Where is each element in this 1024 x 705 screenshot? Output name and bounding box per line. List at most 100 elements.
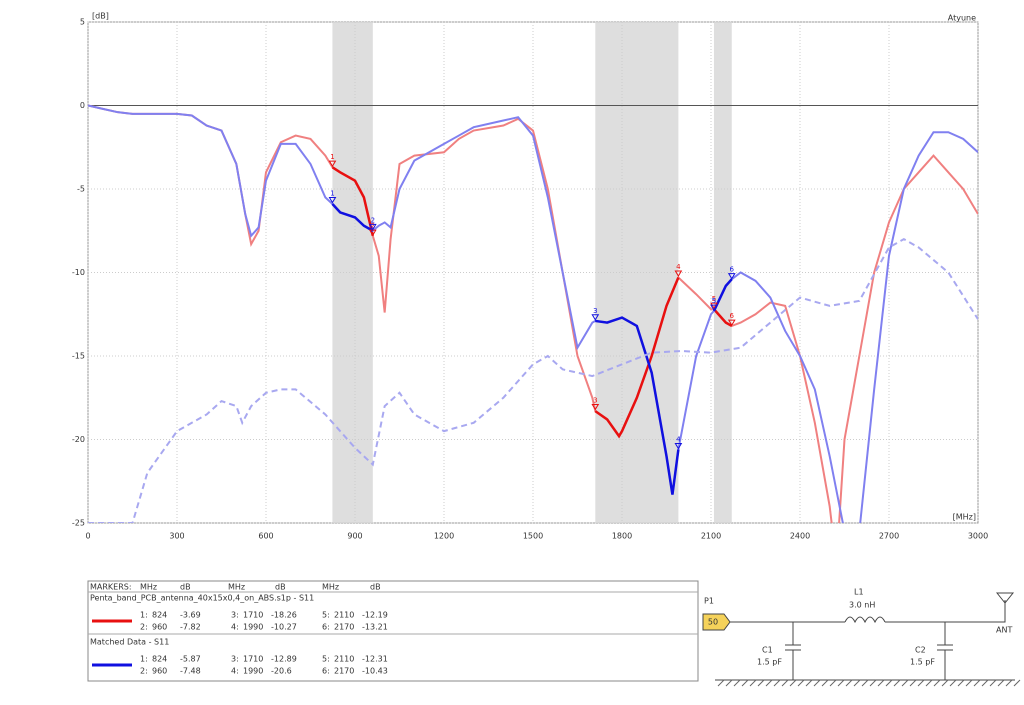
y-tick-label: 5 — [80, 18, 85, 27]
x-tick-label: 0 — [85, 532, 90, 541]
marker-point — [368, 223, 377, 231]
marker-label: 4 — [676, 263, 681, 271]
marker-label: 1 — [330, 190, 334, 198]
marker-label: 4 — [676, 436, 681, 444]
c1-value: 1.5 pF — [757, 658, 782, 667]
ground-hatch — [773, 679, 781, 687]
marker-point — [674, 270, 683, 277]
ground-hatch — [845, 679, 853, 687]
marker-key: 5: — [322, 655, 330, 664]
l1-value: 3.0 nH — [849, 601, 875, 610]
marker-key: 2: — [140, 623, 148, 632]
app-name: Atyune — [948, 14, 976, 23]
marker-mhz: 2170 — [334, 667, 354, 676]
ground-hatch — [885, 679, 893, 687]
marker-label: 6 — [730, 266, 735, 274]
marker-point — [674, 443, 683, 450]
y-tick-label: -20 — [72, 435, 85, 444]
ground-hatch — [965, 679, 973, 687]
marker-mhz: 2170 — [334, 623, 354, 632]
ground-hatch — [925, 679, 933, 687]
y-tick-label: -5 — [77, 185, 85, 194]
y-tick-label: 0 — [80, 101, 85, 110]
x-tick-label: 600 — [258, 532, 273, 541]
marker-db: -12.31 — [362, 655, 388, 664]
marker-db: -7.48 — [180, 667, 201, 676]
marker-db: -12.89 — [271, 655, 297, 664]
marker-label: 6 — [730, 312, 735, 320]
ground-hatch — [757, 679, 765, 687]
marker-point — [710, 304, 718, 312]
x-unit: [MHz] — [953, 513, 976, 522]
series-line — [88, 104, 978, 523]
marker-mhz: 824 — [152, 655, 167, 664]
table-header: dB — [275, 583, 286, 592]
l1-label: L1 — [854, 588, 864, 597]
marker-mhz: 1710 — [243, 655, 263, 664]
wire — [730, 592, 1015, 623]
marker-db: -20.6 — [271, 667, 292, 676]
ground-hatch — [877, 679, 885, 687]
marker-label: 3 — [593, 396, 597, 404]
ground-hatch — [829, 679, 837, 687]
capacitor — [937, 622, 953, 680]
marker-label: 3 — [593, 307, 597, 315]
ground-hatch — [973, 679, 981, 687]
marker-point — [328, 160, 337, 168]
capacitor — [785, 622, 801, 680]
y-unit: [dB] — [92, 12, 109, 21]
marker-key: 4: — [231, 667, 239, 676]
marker-db: -3.69 — [180, 611, 201, 620]
marker-label: 1 — [330, 153, 334, 161]
ground-hatch — [741, 679, 749, 687]
c2-label: C2 — [915, 646, 926, 655]
ground-hatch — [789, 679, 797, 687]
ground-hatch — [797, 679, 805, 687]
marker-mhz: 960 — [152, 623, 167, 632]
marker-mhz: 960 — [152, 667, 167, 676]
y-tick-label: -10 — [72, 268, 85, 277]
c2-value: 1.5 pF — [910, 658, 935, 667]
x-tick-label: 1500 — [523, 532, 543, 541]
table-title: MARKERS: — [90, 583, 132, 592]
table-frame — [87, 580, 699, 682]
marker-key: 1: — [140, 655, 148, 664]
marker-mhz: 824 — [152, 611, 167, 620]
ground-hatch — [1005, 679, 1013, 687]
marker-point — [727, 273, 736, 280]
x-tick-label: 2100 — [701, 532, 721, 541]
ground-hatch — [781, 679, 789, 687]
port-value: 50 — [708, 618, 718, 627]
series-highlight — [713, 308, 733, 328]
ground-hatch — [1013, 679, 1021, 687]
y-tick-label: -15 — [72, 352, 85, 361]
c1-label: C1 — [762, 646, 773, 655]
ground-hatch — [821, 679, 829, 687]
antenna-label: ANT — [996, 626, 1012, 635]
marker-key: 3: — [231, 655, 239, 664]
series-line — [88, 237, 978, 523]
schematic-labels: P1 50 L1 3.0 nH C1 1.5 pF C2 1.5 pF ANT — [704, 588, 1012, 667]
ground-hatch — [853, 679, 861, 687]
marker-db: -18.26 — [271, 611, 297, 620]
schematic — [702, 592, 1021, 687]
ground-hatch — [725, 679, 733, 687]
marker-mhz: 1710 — [243, 611, 263, 620]
series-name: Matched Data - S11 — [90, 638, 169, 647]
marker-label: 2 — [371, 216, 375, 224]
markers-table: MARKERS: MHz dB MHz dB MHz dB Penta_band_PCB_a… — [87, 580, 699, 682]
y-tick-label: -25 — [72, 519, 85, 528]
x-tick-label: 1200 — [434, 532, 454, 541]
x-tick-label: 2400 — [790, 532, 810, 541]
series-line — [88, 104, 978, 523]
marker-point — [591, 403, 600, 411]
marker-db: -10.43 — [362, 667, 388, 676]
ground-hatch — [749, 679, 757, 687]
table-header: MHz — [228, 583, 245, 592]
marker-db: -12.19 — [362, 611, 388, 620]
marker-key: 2: — [140, 667, 148, 676]
marker-key: 1: — [140, 611, 148, 620]
ground-hatch — [861, 679, 869, 687]
table-header: MHz — [140, 583, 157, 592]
